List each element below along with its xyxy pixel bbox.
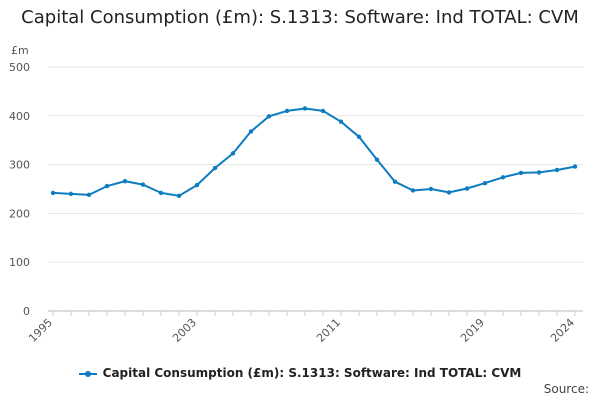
data-point [140, 182, 146, 187]
data-point [428, 186, 434, 192]
x-tick-label: 2003 [170, 316, 199, 345]
data-point [248, 129, 254, 134]
data-point [158, 190, 164, 196]
data-point [302, 106, 308, 111]
series-line [52, 107, 576, 197]
legend-label: Capital Consumption (£m): S.1313: Softwa… [102, 366, 522, 380]
y-axis-unit: £m [11, 44, 29, 57]
data-point [446, 190, 452, 195]
data-point [284, 108, 290, 114]
data-point [464, 186, 470, 191]
data-point [554, 167, 560, 173]
data-point [86, 192, 92, 198]
data-point [392, 179, 398, 184]
data-point [50, 190, 56, 196]
x-tick-label: 2011 [314, 316, 343, 345]
data-point [410, 188, 416, 193]
data-point [212, 165, 218, 171]
data-point [320, 108, 326, 114]
x-tick-label: 2024 [548, 316, 577, 345]
chart-title: Capital Consumption (£m): S.1313: Softwa… [21, 7, 579, 28]
data-point [230, 151, 236, 156]
y-tick-label: 400 [9, 110, 30, 123]
data-point [68, 191, 74, 197]
data-point [266, 114, 272, 119]
y-tick-label: 100 [9, 256, 30, 269]
x-tick-label: 1995 [26, 316, 55, 345]
legend-swatch [78, 370, 97, 377]
y-tick-label: 300 [9, 159, 30, 172]
data-point [518, 170, 524, 176]
data-point [374, 157, 380, 162]
data-point [500, 175, 506, 180]
y-tick-label: 200 [9, 207, 30, 220]
data-point [572, 164, 578, 169]
x-tick-label: 2019 [458, 316, 487, 345]
y-tick-label: 0 [23, 305, 30, 318]
data-point [104, 183, 110, 189]
data-point [122, 178, 128, 184]
data-point [482, 180, 488, 186]
y-tick-label: 500 [9, 61, 30, 74]
source-label: Source: [543, 382, 589, 396]
data-point [356, 134, 362, 139]
data-point [536, 170, 542, 175]
legend[interactable]: Capital Consumption (£m): S.1313: Softwa… [0, 366, 600, 380]
data-point [176, 193, 182, 199]
data-point [194, 182, 200, 188]
data-point [338, 119, 344, 124]
